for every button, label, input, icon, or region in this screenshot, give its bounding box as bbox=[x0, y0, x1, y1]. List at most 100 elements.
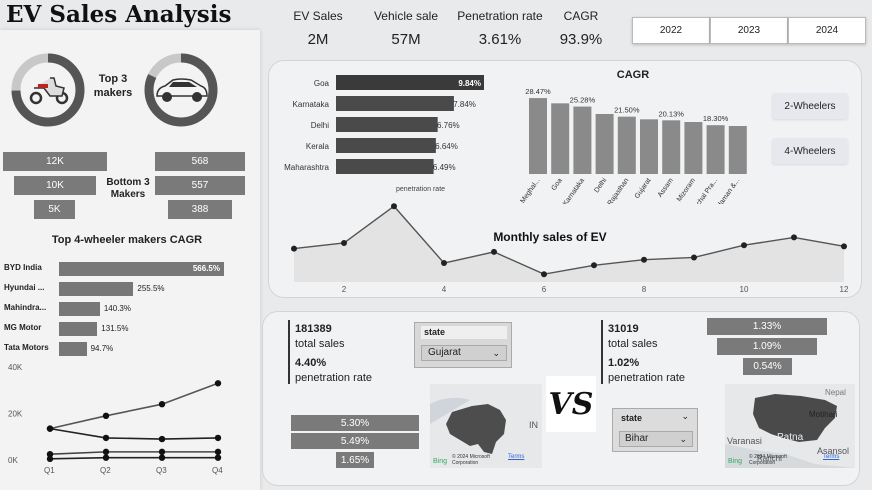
penetration-data-label: 7.84% bbox=[453, 100, 476, 109]
vs-logo: VS bbox=[546, 376, 596, 432]
monthly-point bbox=[691, 254, 697, 261]
monthly-sales-chart: Monthly sales of EV 2 4 6 8 10 12 bbox=[291, 203, 849, 294]
quarter-point bbox=[102, 434, 110, 442]
penetration-state-label: Goa bbox=[314, 79, 330, 88]
monthly-x-tick: 10 bbox=[740, 285, 749, 294]
map-terms-link[interactable]: Terms bbox=[823, 454, 840, 460]
four-wheeler-donut bbox=[144, 53, 218, 127]
monthly-point bbox=[641, 256, 647, 263]
gujarat-map-shape bbox=[430, 384, 542, 468]
four-wheeler-maker-label: Hyundai ... bbox=[4, 283, 45, 292]
monthly-x-tick: 12 bbox=[840, 285, 849, 294]
right-state-slicer: state ⌄ Bihar ⌄ bbox=[612, 408, 698, 452]
year-2023-button[interactable]: 2023 bbox=[710, 17, 788, 44]
bing-logo: Bing bbox=[433, 458, 448, 465]
year-2022-button[interactable]: 2022 bbox=[632, 17, 710, 44]
quarter-x-tick: Q3 bbox=[156, 466, 167, 475]
map-copyright: © 2024 Microsoft Corporation bbox=[452, 454, 490, 466]
quarter-point bbox=[102, 454, 110, 461]
bing-logo: Bing bbox=[728, 458, 743, 465]
left-funnel-bar-1: 5.30% bbox=[291, 415, 419, 431]
left-state-map[interactable]: IN Bing © 2024 Microsoft Corporation Ter… bbox=[430, 384, 542, 468]
map-copyright: © 2024 Microsoft Corporation bbox=[749, 454, 787, 466]
cagr-x-label: Gujarat bbox=[634, 177, 653, 200]
kpi-ev-sales-value: 2M bbox=[307, 31, 329, 48]
map-city-label: Ranchi bbox=[757, 454, 782, 463]
kpi-ev-sales-label: EV Sales bbox=[293, 9, 343, 23]
map-terms-link[interactable]: Terms bbox=[508, 454, 525, 460]
chevron-down-icon: ⌄ bbox=[492, 348, 500, 358]
cagr-bar bbox=[595, 114, 614, 174]
quarter-point bbox=[158, 401, 166, 408]
quarter-point bbox=[46, 425, 54, 432]
quarter-series-line bbox=[49, 456, 218, 460]
right-state-dropdown-value: Bihar bbox=[625, 433, 649, 444]
right-funnel-bar-3: 0.54% bbox=[743, 358, 792, 375]
left-state-divider bbox=[288, 320, 290, 384]
quarter-x-tick: Q1 bbox=[44, 466, 55, 475]
penetration-state-label: Delhi bbox=[311, 121, 329, 130]
bottom-left-bar-1: 12K bbox=[3, 152, 107, 171]
right-penetration-label: penetration rate bbox=[608, 372, 686, 384]
cagr-bar bbox=[662, 120, 681, 174]
monthly-point bbox=[541, 271, 547, 278]
cagr-data-label: 18.30% bbox=[703, 114, 729, 123]
four-wheeler-cagr-chart: BYD India 566.5% Hyundai ... 255.5% Mahindra… bbox=[0, 260, 256, 366]
four-wheeler-cagr-data-label: 566.5% bbox=[192, 264, 220, 273]
four-wheeler-cagr-data-label: 140.3% bbox=[103, 304, 131, 313]
map-city-label: Motihari bbox=[809, 410, 838, 419]
monthly-point bbox=[491, 248, 497, 255]
cagr-data-label: 21.50% bbox=[614, 106, 640, 115]
monthly-point bbox=[841, 243, 847, 250]
four-wheeler-maker-label: Tata Motors bbox=[4, 343, 49, 352]
monthly-x-tick: 4 bbox=[442, 285, 447, 294]
four-wheeler-cagr-data-label: 131.5% bbox=[101, 324, 129, 333]
right-funnel-bar-1: 1.33% bbox=[707, 318, 827, 335]
monthly-point bbox=[291, 245, 297, 252]
left-state-dropdown-value: Gujarat bbox=[428, 347, 461, 358]
four-wheeler-cagr-bar bbox=[59, 302, 100, 316]
quarter-y-tick: 0K bbox=[8, 456, 18, 465]
chevron-down-icon[interactable]: ⌄ bbox=[681, 411, 689, 421]
quarter-point bbox=[214, 434, 222, 442]
bihar-map-shape bbox=[725, 394, 855, 468]
left-penetration-label: penetration rate bbox=[295, 372, 373, 384]
year-2024-button[interactable]: 2024 bbox=[788, 17, 866, 44]
four-wheeler-maker-label: MG Motor bbox=[4, 323, 42, 332]
four-wheeler-cagr-bar bbox=[59, 342, 87, 356]
penetration-data-label: 6.49% bbox=[433, 163, 456, 172]
left-state-slicer: state Gujarat ⌄ bbox=[414, 322, 512, 368]
two-wheelers-button[interactable]: 2-Wheelers bbox=[772, 93, 848, 119]
quarter-point bbox=[214, 454, 222, 461]
quarter-point bbox=[46, 455, 54, 463]
cagr-x-label: Delhi bbox=[593, 177, 608, 194]
monthly-point bbox=[441, 260, 447, 267]
kpi-cagr-value: 93.9% bbox=[559, 31, 603, 48]
four-wheeler-cagr-title: Top 4-wheeler makers CAGR bbox=[51, 234, 203, 246]
cagr-data-label: 25.28% bbox=[570, 96, 596, 105]
right-state-dropdown[interactable]: Bihar ⌄ bbox=[619, 431, 693, 447]
cagr-bar bbox=[640, 119, 658, 174]
bottom-makers-label: Bottom 3 Makers bbox=[106, 177, 150, 200]
four-wheelers-button[interactable]: 4-Wheelers bbox=[772, 138, 848, 164]
right-state-map[interactable]: Motihari Nepal Patna Varanasi Asansol Ra… bbox=[725, 384, 855, 468]
kpi-cagr-label: CAGR bbox=[563, 9, 599, 23]
penetration-x-label: penetration rate bbox=[396, 186, 445, 193]
penetration-bar bbox=[336, 75, 484, 90]
quarter-point bbox=[46, 450, 54, 458]
left-state-dropdown[interactable]: Gujarat ⌄ bbox=[421, 345, 507, 361]
four-wheeler-cagr-data-label: 255.5% bbox=[137, 284, 165, 293]
quarter-point bbox=[214, 380, 222, 387]
cagr-bar bbox=[529, 98, 547, 174]
left-total-sales-value: 181389 bbox=[295, 323, 332, 335]
monthly-point bbox=[341, 240, 347, 246]
cagr-bar bbox=[617, 116, 636, 174]
right-funnel-bar-2: 1.09% bbox=[717, 338, 817, 355]
penetration-data-label: 6.76% bbox=[437, 121, 460, 130]
quarterly-line-chart: 40K 20K 0K Q1 Q2 Q3 Q4 bbox=[8, 363, 223, 475]
bottom-left-bar-3: 5K bbox=[34, 200, 75, 219]
cagr-bar bbox=[706, 125, 725, 174]
map-edge-label: IN bbox=[529, 420, 538, 430]
right-penetration-value: 1.02% bbox=[608, 357, 640, 369]
monthly-point bbox=[791, 234, 797, 241]
